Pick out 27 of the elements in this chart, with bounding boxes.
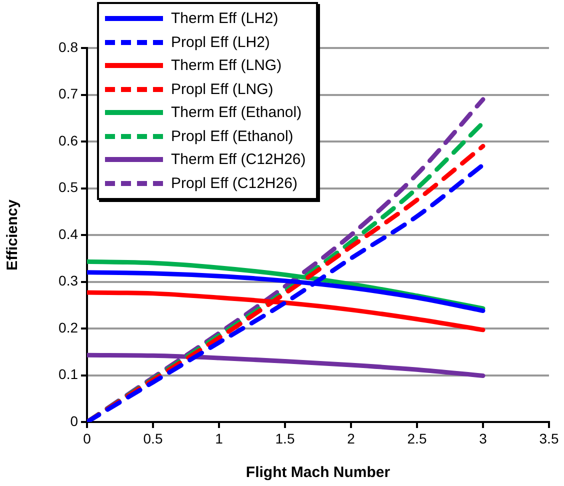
y-tick-label: 0.8 — [58, 38, 78, 55]
y-tick-label: 0.4 — [58, 226, 78, 242]
x-tick-label: 1 — [215, 430, 224, 446]
y-tick-label: 0.7 — [58, 86, 78, 102]
x-tick-label: 1.5 — [275, 430, 295, 446]
y-tick-label: 0.2 — [58, 319, 78, 336]
x-tick-label: 3 — [479, 430, 488, 446]
legend-label: Therm Eff (LH2) — [171, 10, 278, 28]
y-tick-label: 0.3 — [58, 272, 78, 289]
legend-label: Therm Eff (LNG) — [171, 57, 282, 74]
y-tick-label: 0.5 — [58, 179, 78, 196]
y-tick-label: 0.1 — [58, 366, 78, 382]
legend-label: Propl Eff (LNG) — [171, 80, 274, 98]
legend-label: Therm Eff (Ethanol) — [171, 104, 302, 122]
y-axis-title: Efficiency — [4, 198, 22, 270]
legend-label: Propl Eff (LH2) — [171, 34, 270, 51]
legend-label: Therm Eff (C12H26) — [171, 151, 306, 168]
x-tick-label: 2.5 — [407, 430, 427, 446]
legend-label: Propl Eff (C12H26) — [171, 174, 298, 192]
legend-label: Propl Eff (Ethanol) — [171, 128, 294, 145]
y-tick-label: 0.6 — [58, 132, 78, 148]
x-axis-title: Flight Mach Number — [246, 464, 390, 482]
x-tick-label: 0.5 — [143, 430, 163, 446]
x-tick-label: 3.5 — [539, 430, 559, 446]
x-tick-label: 2 — [347, 430, 356, 446]
y-tick-label: 0 — [70, 412, 78, 429]
x-tick-label: 0 — [83, 430, 92, 446]
